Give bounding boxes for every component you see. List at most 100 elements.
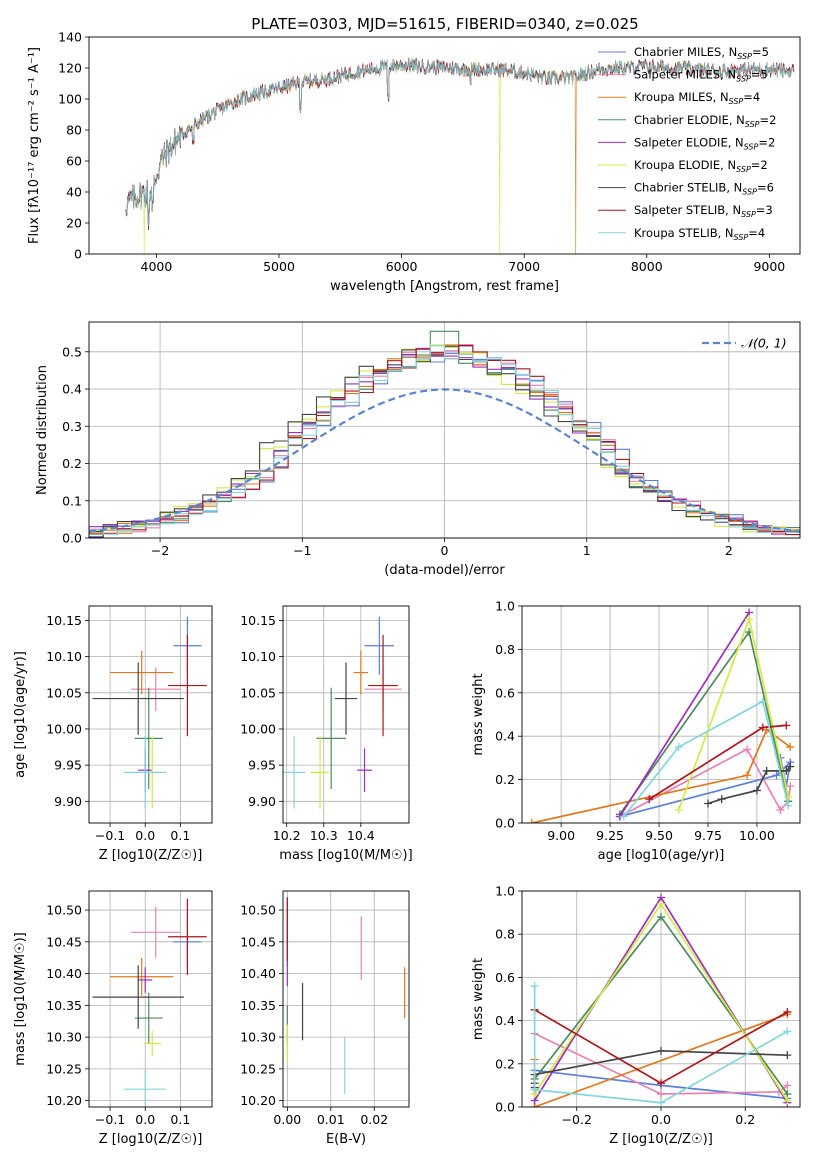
y-tick-label: 10.10 [240,649,276,664]
x-axis-label: Z [log10(Z/Z☉)] [609,1132,713,1147]
weight-marker [752,786,761,795]
x-tick-label: 1 [583,543,591,558]
weight-marker [786,782,795,791]
spectrum-line [125,57,795,254]
y-axis-label: age [log10(age/yr)] [13,651,28,778]
legend-text: Salpeter ELODIE, N [634,135,744,149]
weight-line [619,757,792,818]
x-axis-label: Z [log10(Z/Z☉)] [99,1132,203,1147]
weight-marker [783,1007,792,1016]
mass_vs_ebv-errorbars [286,897,406,1095]
y-tick-label: 0.4 [495,729,515,744]
y-tick-label: 140 [58,30,82,45]
weight-marker [674,805,683,814]
weight_vs_Z-lines [530,893,792,1107]
mass_vs_Z-axes: −0.1 0.0 0.1 10.20 10.25 10.30 10.35 10.40 10.45… [13,891,212,1147]
age_vs_Z-frame [88,605,213,824]
legend-subscript: SSP [734,233,749,242]
x-tick-label: 0.00 [273,1112,301,1127]
weight-marker [772,771,781,780]
age_vs_mass-frame [282,605,410,824]
x-tick-label: 0.1 [170,828,190,843]
legend-value: =3 [756,203,773,217]
y-axis-label: Normed distribution [35,365,50,495]
legend-value: =2 [760,113,777,127]
x-tick-label: 6000 [386,259,418,274]
x-axis-label: (data-model)/error [384,563,505,578]
legend-label: Salpeter STELIB, NSSP=3 [634,203,773,219]
y-tick-label: 120 [58,61,82,76]
age_vs_Z-errorbars [92,616,207,809]
y-tick-label: 9.90 [248,794,276,809]
weight-marker [530,1085,539,1094]
weight-line [533,986,788,1104]
y-tick-label: 10.15 [240,613,276,628]
legend-text: Salpeter MILES, N [634,68,736,82]
legend-label: Chabrier MILES, NSSP=5 [634,45,769,61]
legend-subscript: SSP [736,75,751,84]
y-tick-label: 10.30 [46,1030,82,1045]
weight-marker [703,799,712,808]
x-tick-label: 0.0 [135,1112,155,1127]
y-tick-label: 1.0 [495,599,515,614]
y-tick-label: 40 [66,185,82,200]
x-tick-label: 9.50 [645,828,673,843]
y-tick-label: 10.30 [240,1030,276,1045]
y-tick-label: 10.45 [46,934,82,949]
spectrum-line [125,58,795,227]
y-tick-label: 10.00 [46,721,82,736]
weight-marker [783,1051,792,1060]
y-tick-label: 0.8 [495,927,515,942]
legend-subscript: SSP [742,188,757,197]
mass_vs_ebv-axes: 0.00 0.01 0.02 10.20 10.25 10.30 10.35 10.40 10.… [240,891,409,1147]
weight-marker [717,795,726,804]
mass_vs_Z-errorbars [92,898,207,1107]
weight-marker [619,812,628,821]
x-tick-label: 9.25 [596,828,624,843]
x-axis-label: E(B-V) [326,1132,366,1147]
weight-marker [782,721,791,730]
y-tick-label: 0.6 [495,685,515,700]
x-tick-label: 7000 [508,259,540,274]
x-tick-label: 10.3 [310,828,338,843]
y-tick-label: 9.95 [248,758,276,773]
x-tick-label: 10.2 [273,828,301,843]
mass_vs_Z-frame [88,890,213,1108]
weight-marker [657,899,665,908]
weight-marker [743,745,752,754]
legend-subscript: SSP [737,52,752,61]
weight-marker [758,723,767,732]
weight-marker [657,1090,665,1099]
y-tick-label: 10.40 [46,966,82,981]
weight-line [707,766,791,805]
x-tick-label: 8000 [631,259,663,274]
spectrum-frame [88,36,801,255]
x-tick-label: 0.0 [651,1112,671,1127]
spectrum-lines [125,57,795,254]
y-axis-label: mass weight [471,673,486,755]
x-tick-label: 9.00 [547,828,575,843]
y-tick-label: 9.90 [54,794,82,809]
weight-marker [786,743,795,752]
y-tick-label: 10.25 [240,1061,276,1076]
y-tick-label: 60 [66,154,82,169]
legend-text: Salpeter STELIB, N [634,203,741,217]
y-tick-label: 0.0 [495,1100,515,1115]
legend-subscript: SSP [741,210,756,219]
x-axis-label: Z [log10(Z/Z☉)] [99,848,203,863]
weight-line [619,612,750,817]
legend-label: Chabrier ELODIE, NSSP=2 [634,113,776,129]
y-tick-label: 0.4 [495,1013,515,1028]
x-tick-label: 0 [441,543,449,558]
x-axis-label: age [log10(age/yr)] [598,848,725,863]
weight-marker [758,697,767,706]
legend-text: Chabrier STELIB, N [634,181,742,195]
x-tick-label: −1 [293,543,311,558]
y-tick-label: 10.20 [46,1093,82,1108]
weight_vs_age-axes: 9.00 9.25 9.50 9.75 10.00 0.0 0.2 0.4 0.6 0.8 1.0 a… [471,599,800,863]
legend-value: =4 [743,90,760,104]
y-axis-label: Flux [fλ10⁻¹⁷ erg cm⁻² s⁻¹ A⁻¹] [27,47,42,244]
y-axis-label: mass [log10(M/M☉)] [13,932,28,1065]
weight-marker [674,743,683,752]
